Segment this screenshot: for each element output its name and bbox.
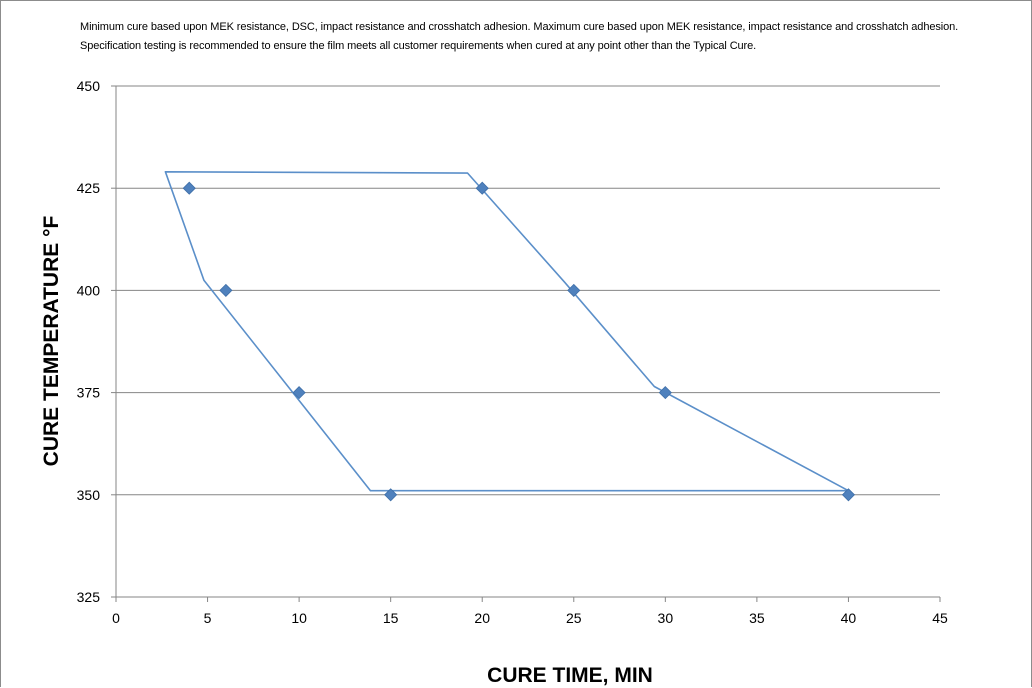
data-point-diamond (182, 181, 196, 195)
data-point-diamond (219, 283, 233, 297)
data-point-diamond (475, 181, 489, 195)
x-tick-label: 20 (474, 610, 490, 626)
data-point-diamond (292, 386, 306, 400)
x-tick-label: 10 (291, 610, 307, 626)
y-tick-label: 325 (77, 589, 101, 605)
x-axis-label: CURE TIME, MIN (487, 664, 653, 687)
cure-window-outline (164, 171, 850, 492)
gridlines (116, 85, 940, 496)
tick-labels: 325 350 375 400 425 450 0 5 10 15 20 25 30 35 40 45 (77, 78, 948, 626)
x-tick-label: 45 (932, 610, 948, 626)
data-point-diamond (384, 488, 398, 502)
data-point-diamond (841, 488, 856, 502)
x-tick-label: 5 (204, 610, 212, 626)
y-tick-label: 400 (77, 282, 101, 298)
x-tick-label: 15 (383, 610, 399, 626)
y-axis-label: CURE TEMPERATURE °F (40, 215, 63, 467)
x-tick-label: 25 (566, 610, 582, 626)
y-tick-label: 350 (77, 487, 101, 503)
y-tick-label: 450 (77, 78, 101, 94)
y-tick-label: 375 (77, 385, 101, 401)
cure-window (164, 171, 850, 492)
axes (111, 85, 941, 602)
y-tick-label: 425 (77, 180, 101, 196)
data-point-diamond (567, 283, 581, 297)
x-tick-label: 35 (749, 610, 765, 626)
data-point-diamond (658, 386, 672, 400)
chart-note: Minimum cure based upon MEK resistance, … (80, 21, 959, 52)
x-tick-label: 40 (841, 610, 857, 626)
x-tick-label: 0 (112, 610, 120, 626)
data-points (182, 181, 856, 502)
x-tick-label: 30 (658, 610, 674, 626)
